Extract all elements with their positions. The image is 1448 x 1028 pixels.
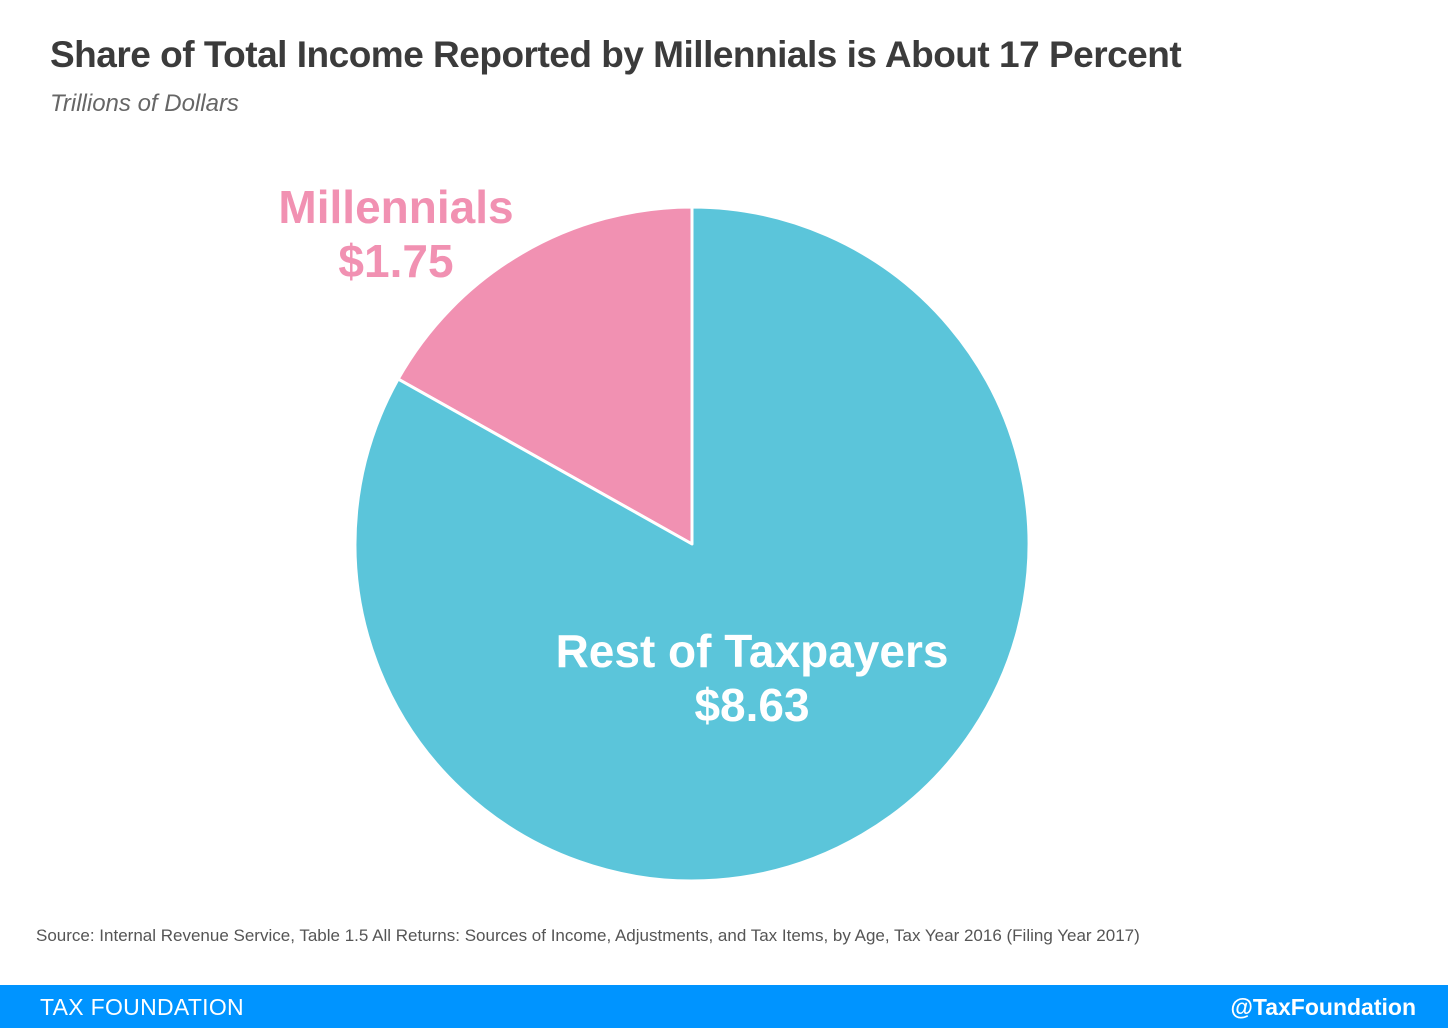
chart-title: Share of Total Income Reported by Millen…: [50, 34, 1182, 75]
slice-label-value: $1.75: [338, 235, 454, 288]
slice-label-rest-of-taxpayers: Rest of Taxpayers $8.63: [556, 624, 949, 733]
slice-label-name: Millennials: [278, 181, 514, 233]
footer-handle: @TaxFoundation: [1230, 994, 1416, 1020]
source-note: Source: Internal Revenue Service, Table …: [36, 926, 1140, 945]
pie-slice-rest-of-taxpayers: [353, 205, 1031, 883]
slice-label-value: $8.63: [694, 679, 810, 732]
footer-brand: TAX FOUNDATION: [40, 994, 244, 1020]
slice-label-name: Rest of Taxpayers: [555, 625, 949, 677]
pie-chart: [353, 205, 1031, 883]
chart-subtitle: Trillions of Dollars: [50, 90, 239, 117]
footer-bar: TAX FOUNDATION @TaxFoundation: [0, 985, 1448, 1028]
pie-slices: [353, 205, 1031, 883]
slice-label-millennials: Millennials $1.75: [278, 180, 513, 289]
pie-slice-millennials: [396, 205, 694, 546]
